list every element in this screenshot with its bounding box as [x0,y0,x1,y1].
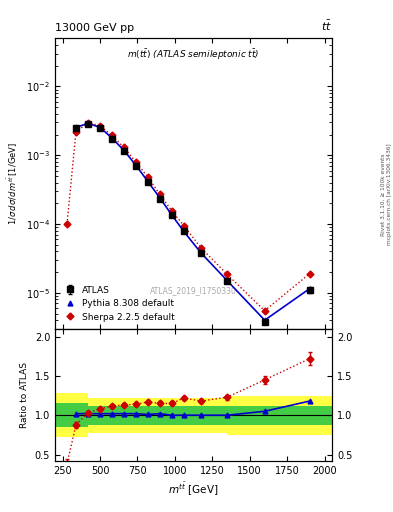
Pythia 8.308 default [86,120,90,126]
Text: $m(t\bar{t})$ (ATLAS semileptonic $t\bar{t}$): $m(t\bar{t})$ (ATLAS semileptonic $t\bar… [127,47,260,62]
Sherpa 2.2.5 default [307,270,312,276]
Legend: ATLAS, Pythia 8.308 default, Sherpa 2.2.5 default: ATLAS, Pythia 8.308 default, Sherpa 2.2.… [59,283,178,324]
Text: mcplots.cern.ch [arXiv:1306.3436]: mcplots.cern.ch [arXiv:1306.3436] [387,144,391,245]
Bar [227,406,332,424]
Sherpa 2.2.5 default [73,129,78,135]
Sherpa 2.2.5 default [145,174,150,180]
Sherpa 2.2.5 default [199,245,204,251]
Text: $t\bar{t}$: $t\bar{t}$ [321,19,332,33]
Bar [227,396,332,435]
Text: ATLAS_2019_I1750330: ATLAS_2019_I1750330 [150,287,237,295]
X-axis label: $m^{t\bar{t}}$ [GeV]: $m^{t\bar{t}}$ [GeV] [168,481,219,498]
Pythia 8.308 default [263,317,267,323]
Y-axis label: Ratio to ATLAS: Ratio to ATLAS [20,362,29,428]
Pythia 8.308 default [97,124,102,131]
Sherpa 2.2.5 default [169,208,174,214]
Pythia 8.308 default [145,179,150,185]
Sherpa 2.2.5 default [182,223,186,229]
Pythia 8.308 default [110,135,114,141]
Pythia 8.308 default [169,212,174,218]
Line: Sherpa 2.2.5 default: Sherpa 2.2.5 default [64,120,312,313]
Bar [88,406,227,424]
Sherpa 2.2.5 default [134,159,138,165]
Pythia 8.308 default [225,278,230,284]
Sherpa 2.2.5 default [121,144,126,151]
Pythia 8.308 default [134,162,138,168]
Pythia 8.308 default [158,195,162,201]
Text: 13000 GeV pp: 13000 GeV pp [55,23,134,33]
Bar [55,403,88,427]
Sherpa 2.2.5 default [158,191,162,198]
Y-axis label: $1/\sigma\,d\sigma/d\,m^{t\bar{t}}\,[1/\mathrm{GeV}]$: $1/\sigma\,d\sigma/d\,m^{t\bar{t}}\,[1/\… [6,142,20,225]
Pythia 8.308 default [73,124,78,131]
Bar [88,398,227,433]
Pythia 8.308 default [199,250,204,256]
Line: Pythia 8.308 default: Pythia 8.308 default [73,121,312,323]
Sherpa 2.2.5 default [110,132,114,138]
Pythia 8.308 default [307,286,312,292]
Sherpa 2.2.5 default [225,271,230,278]
Sherpa 2.2.5 default [86,120,90,126]
Sherpa 2.2.5 default [263,308,267,314]
Bar [55,393,88,437]
Text: Rivet 3.1.10, ≥ 100k events: Rivet 3.1.10, ≥ 100k events [381,153,386,236]
Sherpa 2.2.5 default [64,221,69,227]
Sherpa 2.2.5 default [97,122,102,129]
Pythia 8.308 default [182,228,186,234]
Pythia 8.308 default [121,147,126,154]
